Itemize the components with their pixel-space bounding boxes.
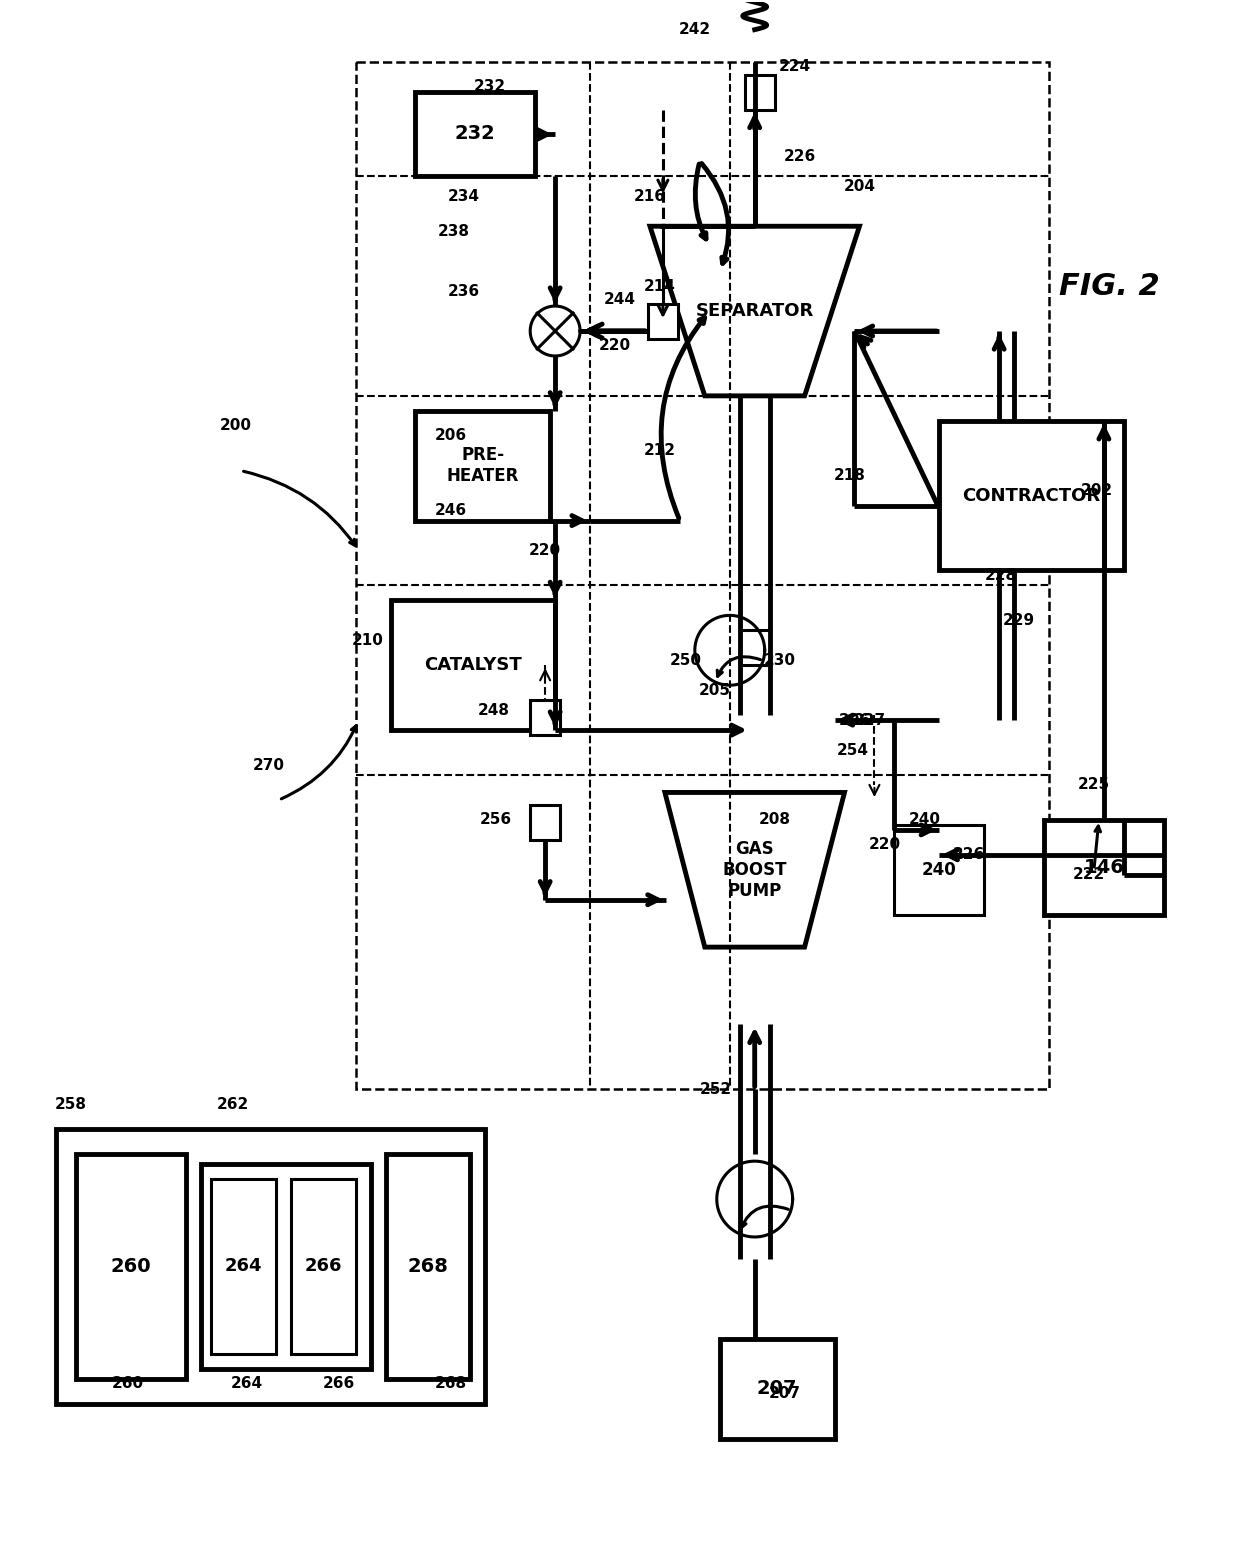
Text: 264: 264 <box>224 1258 262 1275</box>
Text: 205: 205 <box>699 683 730 698</box>
Text: 212: 212 <box>644 443 676 458</box>
Text: 226: 226 <box>784 150 816 164</box>
Text: 244: 244 <box>604 292 636 307</box>
Bar <box>201 1165 371 1369</box>
Text: 225: 225 <box>1078 778 1110 792</box>
Text: 260: 260 <box>112 1377 144 1391</box>
Text: CATALYST: CATALYST <box>424 656 522 673</box>
Bar <box>356 62 1049 1090</box>
Text: 220: 220 <box>599 338 631 354</box>
Text: 218: 218 <box>833 468 866 483</box>
Bar <box>740 630 770 666</box>
Text: 227: 227 <box>853 712 885 728</box>
Text: 202: 202 <box>1081 483 1114 499</box>
Text: 254: 254 <box>837 742 868 758</box>
Text: 240: 240 <box>921 861 956 879</box>
Text: 240: 240 <box>909 812 940 828</box>
Text: 229: 229 <box>1003 613 1035 628</box>
Text: 232: 232 <box>455 125 496 143</box>
Text: 266: 266 <box>304 1258 342 1275</box>
Bar <box>1044 820 1164 915</box>
Bar <box>386 1154 470 1378</box>
Text: 250: 250 <box>670 653 702 667</box>
Text: 246: 246 <box>434 504 466 518</box>
Text: 236: 236 <box>448 284 480 299</box>
Text: 206: 206 <box>434 429 466 443</box>
Text: 262: 262 <box>217 1098 249 1112</box>
Bar <box>56 1129 485 1403</box>
Text: 224: 224 <box>779 59 811 75</box>
Text: 214: 214 <box>644 279 676 293</box>
Text: 266: 266 <box>322 1377 355 1391</box>
Text: 200: 200 <box>219 418 252 433</box>
Bar <box>415 92 536 176</box>
Text: 204: 204 <box>843 179 875 193</box>
Text: 252: 252 <box>699 1082 732 1098</box>
Bar <box>894 825 985 915</box>
Text: 270: 270 <box>253 758 285 773</box>
Text: 222: 222 <box>1073 867 1105 882</box>
Text: 256: 256 <box>480 812 512 828</box>
Text: SEPARATOR: SEPARATOR <box>696 302 813 320</box>
Bar <box>719 1339 835 1439</box>
Text: GAS
BOOST
PUMP: GAS BOOST PUMP <box>723 840 787 900</box>
Text: 238: 238 <box>438 224 470 239</box>
Text: 220: 220 <box>529 543 562 558</box>
Text: 260: 260 <box>110 1257 151 1275</box>
Text: 248: 248 <box>477 703 510 717</box>
Bar <box>391 600 556 730</box>
Text: 228: 228 <box>985 567 1017 583</box>
Text: 226: 226 <box>954 848 986 862</box>
Text: 268: 268 <box>434 1377 466 1391</box>
Text: 210: 210 <box>352 633 383 649</box>
Bar <box>939 421 1123 571</box>
Text: 207: 207 <box>756 1380 797 1398</box>
Polygon shape <box>665 792 844 948</box>
Text: 242: 242 <box>678 22 711 37</box>
Text: 232: 232 <box>474 80 506 94</box>
Text: 264: 264 <box>231 1377 263 1391</box>
Bar <box>290 1179 356 1353</box>
Bar <box>211 1179 275 1353</box>
Text: 206: 206 <box>838 712 870 728</box>
Text: 146: 146 <box>1084 857 1125 876</box>
Text: FIG. 2: FIG. 2 <box>1059 271 1159 301</box>
Text: 207: 207 <box>769 1386 801 1402</box>
Bar <box>531 804 560 840</box>
Polygon shape <box>650 226 859 396</box>
Bar <box>415 412 551 521</box>
Bar <box>649 304 678 338</box>
Text: 208: 208 <box>759 812 791 828</box>
Text: 230: 230 <box>764 653 796 667</box>
Bar <box>531 700 560 736</box>
Text: 234: 234 <box>448 189 480 204</box>
Text: PRE-
HEATER: PRE- HEATER <box>446 446 520 485</box>
Text: 258: 258 <box>56 1098 87 1112</box>
Bar <box>76 1154 186 1378</box>
Text: 216: 216 <box>634 189 666 204</box>
Text: 220: 220 <box>868 837 900 853</box>
Text: 268: 268 <box>408 1257 449 1275</box>
Text: CONTRACTOR: CONTRACTOR <box>962 486 1101 505</box>
Bar <box>745 75 775 109</box>
